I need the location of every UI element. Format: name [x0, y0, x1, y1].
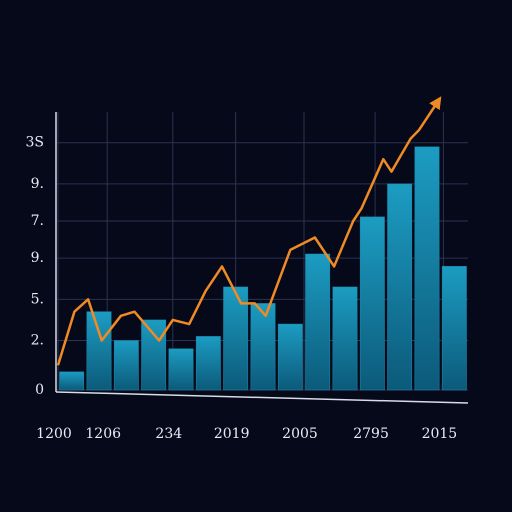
- bar: [59, 371, 85, 391]
- x-tick-label: 2795: [353, 426, 389, 442]
- bar: [441, 266, 467, 391]
- bar: [387, 183, 413, 391]
- x-tick-label: 1206: [85, 426, 121, 442]
- x-tick-label: 2005: [282, 426, 318, 442]
- labels: 0 2. 5. 9. 7. 9. 3S 1200 1206 234 2019 2005 2795 2015: [26, 135, 458, 442]
- bar: [250, 303, 276, 391]
- y-tick-label: 2.: [31, 333, 44, 349]
- bar: [113, 340, 139, 391]
- bar: [359, 216, 385, 391]
- y-tick-label: 5.: [31, 291, 44, 307]
- x-tick-label: 2019: [214, 426, 250, 442]
- bar: [86, 311, 112, 391]
- y-tick-label: 7.: [31, 213, 44, 229]
- y-tick-label: 9.: [31, 250, 44, 266]
- bar: [141, 319, 167, 391]
- x-tick-label: 1200: [36, 426, 72, 442]
- marks: [56, 96, 467, 391]
- x-axis: [55, 391, 469, 404]
- bar: [168, 348, 194, 391]
- trend-line: [56, 96, 442, 366]
- bar: [332, 286, 358, 391]
- y-tick-label: 0: [35, 382, 44, 398]
- bar: [277, 323, 303, 391]
- x-tick-label: 234: [155, 426, 182, 442]
- y-tick-label: 3S: [26, 135, 45, 151]
- bar: [305, 253, 331, 391]
- x-tick-label: 2015: [422, 426, 458, 442]
- y-tick-label: 9.: [31, 176, 44, 192]
- bar: [414, 146, 440, 391]
- bar: [195, 336, 221, 391]
